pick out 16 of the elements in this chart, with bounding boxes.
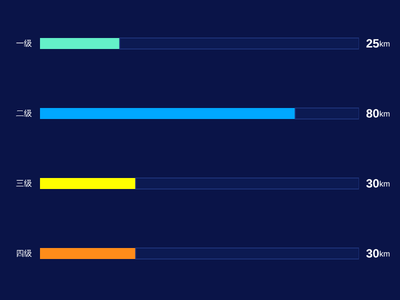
data-label: 80km — [366, 106, 390, 120]
y-tick-label: 四级 — [16, 248, 32, 258]
y-tick-label: 二级 — [16, 108, 32, 118]
bar — [40, 38, 120, 49]
data-label: 25km — [366, 36, 390, 50]
bar — [40, 178, 136, 189]
data-label: 30km — [366, 176, 390, 190]
y-tick-label: 一级 — [16, 38, 32, 48]
bar — [135, 248, 359, 260]
bar — [135, 178, 359, 190]
y-tick-label: 三级 — [16, 178, 32, 188]
bar — [40, 108, 296, 119]
bar — [119, 38, 359, 50]
bar — [294, 108, 359, 120]
data-label: 30km — [366, 246, 390, 260]
bar — [40, 248, 136, 259]
